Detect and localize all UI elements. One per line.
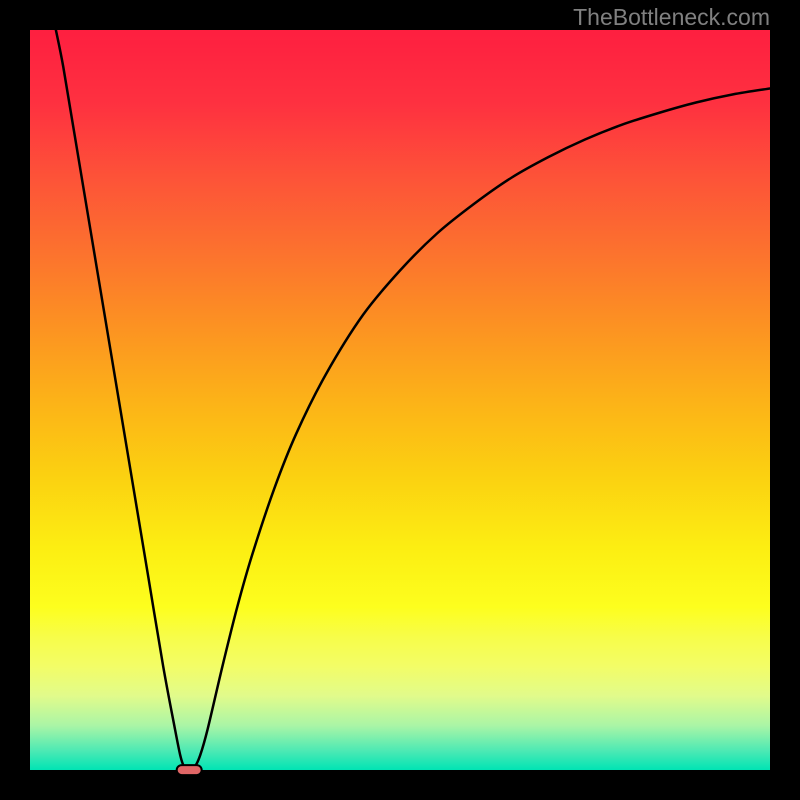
bottleneck-marker (176, 764, 203, 776)
watermark-text: TheBottleneck.com (573, 4, 770, 31)
chart-container: TheBottleneck.com (0, 0, 800, 800)
plot-area (30, 30, 770, 770)
gradient-background (30, 30, 770, 770)
